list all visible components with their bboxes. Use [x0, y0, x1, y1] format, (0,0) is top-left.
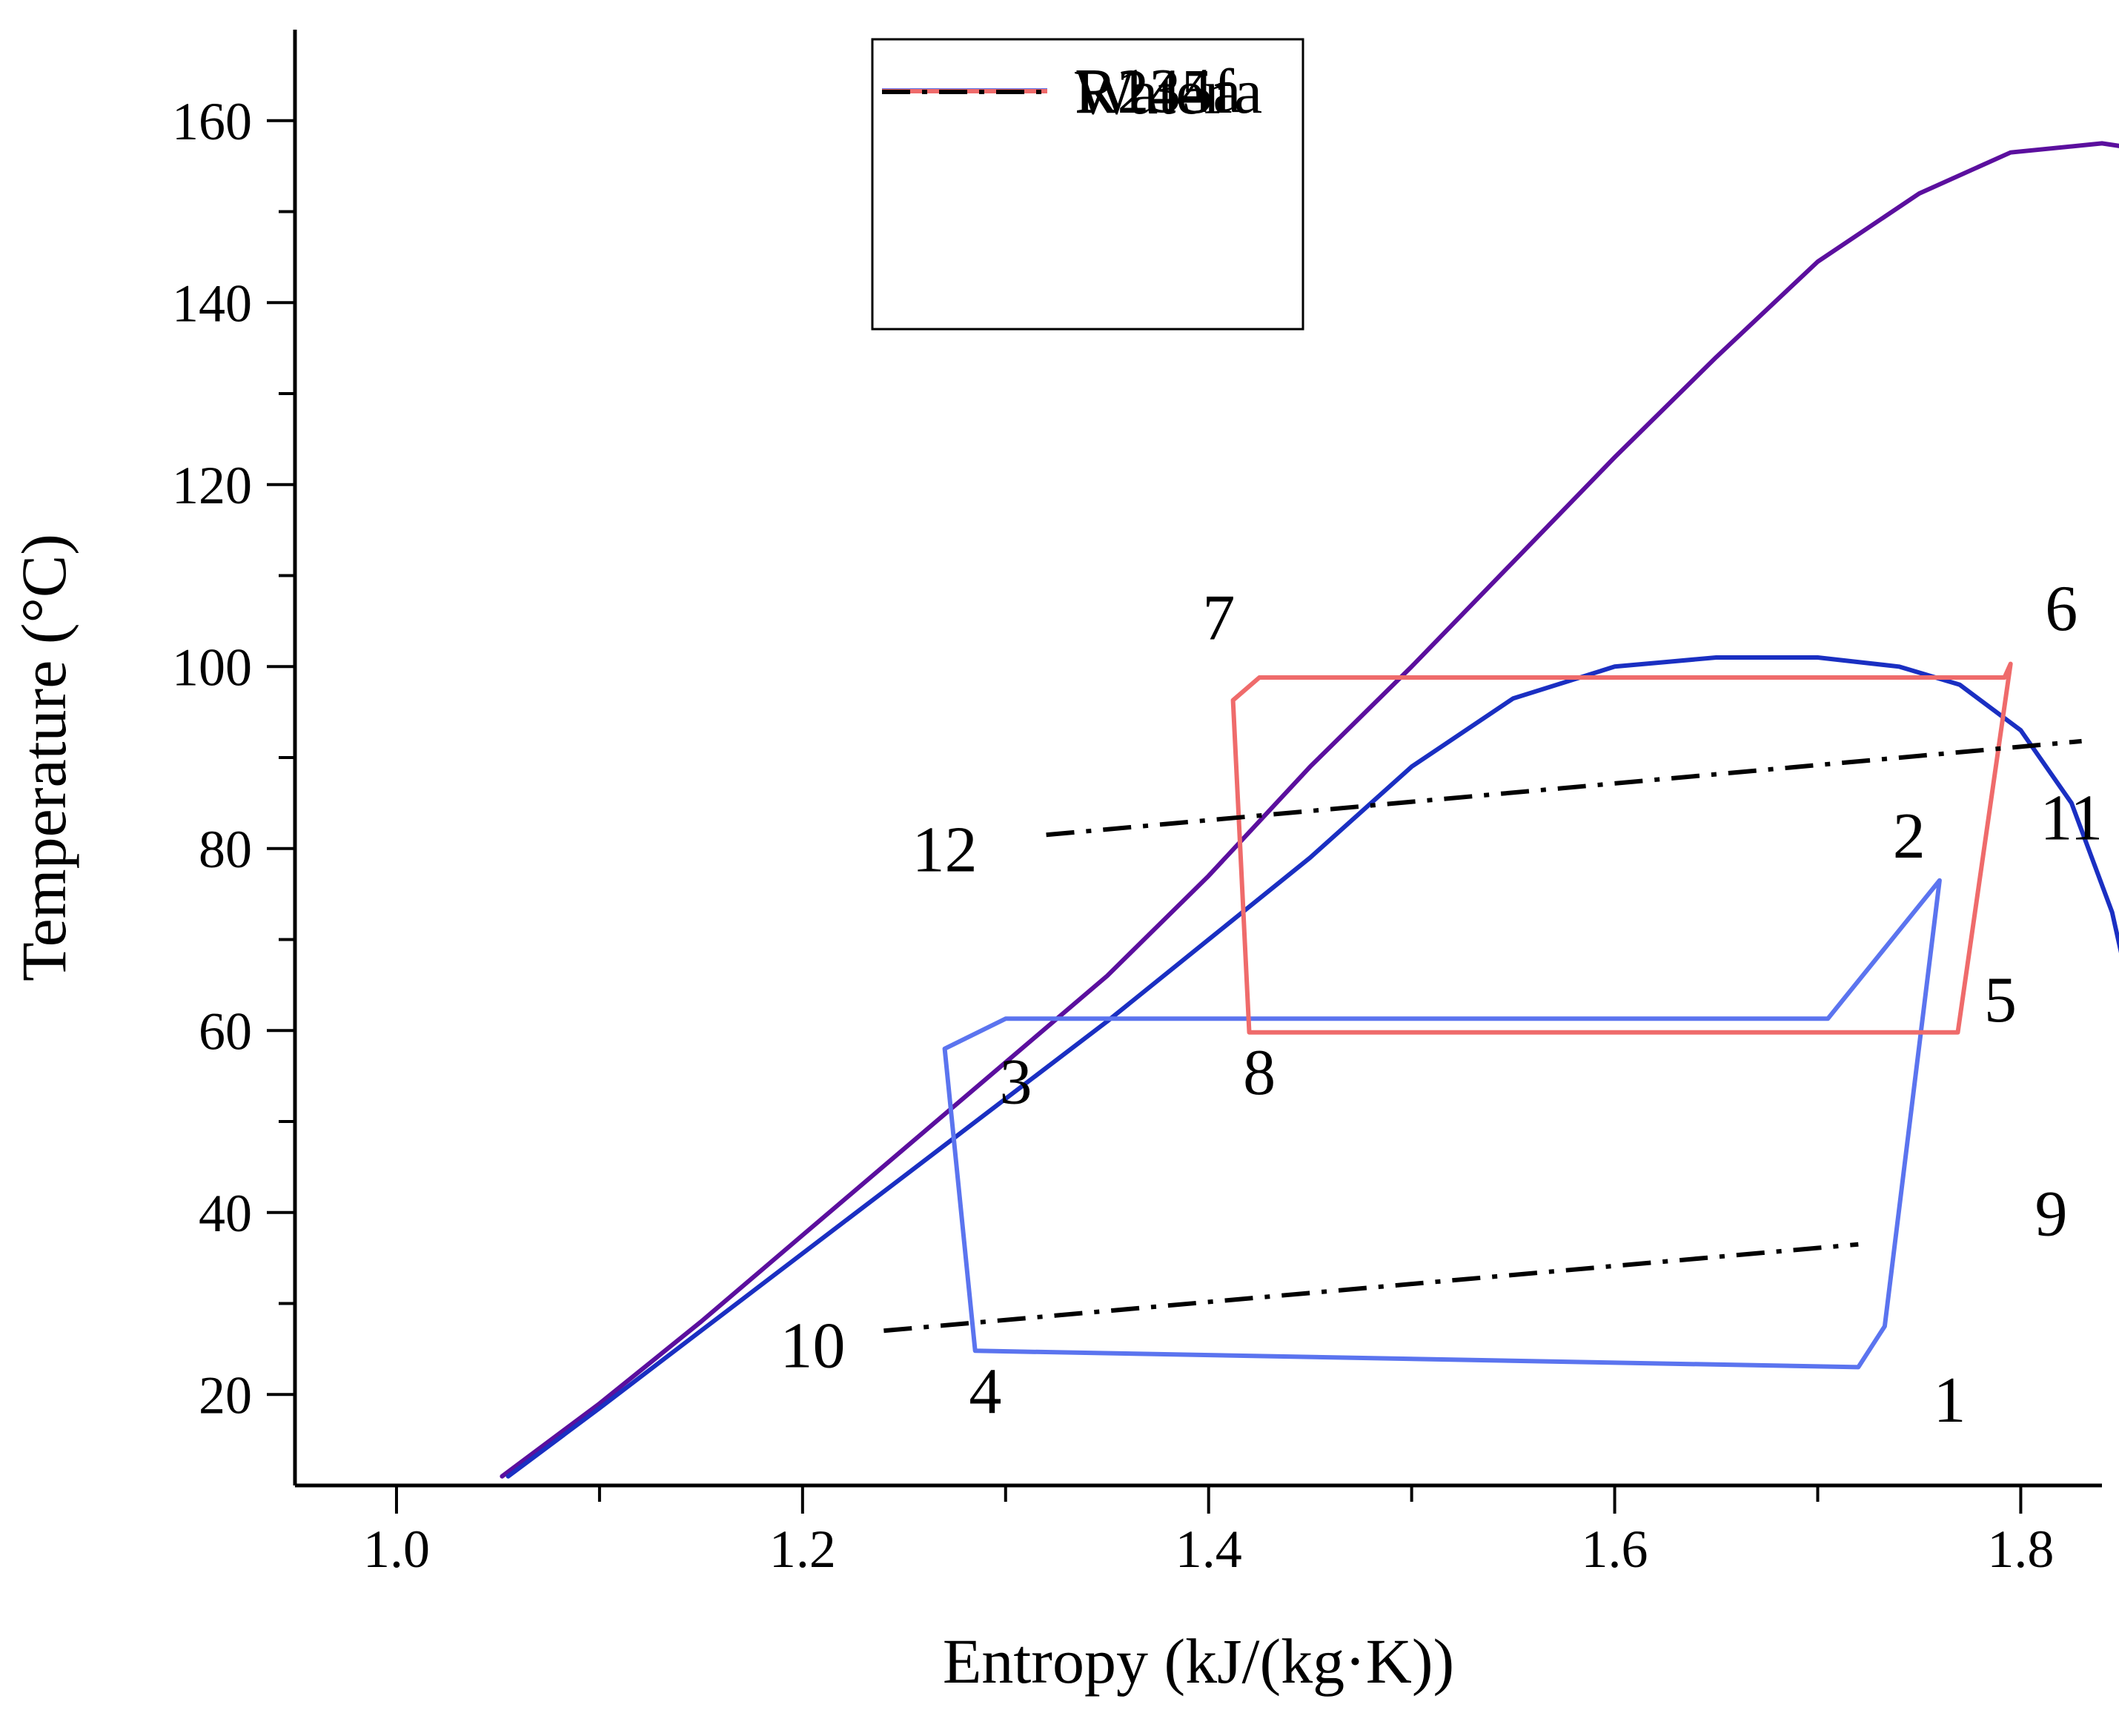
y-tick-label: 160 — [172, 92, 252, 151]
x-axis-title: Entropy (kJ/(kg·K)) — [943, 1626, 1454, 1697]
plot-series — [500, 141, 2119, 1479]
y-tick-label: 80 — [199, 820, 252, 879]
state-point-label: 11 — [2040, 782, 2103, 854]
y-tick-label: 20 — [199, 1365, 252, 1425]
state-point-label: 3 — [999, 1046, 1032, 1118]
state-point-label: 8 — [1243, 1037, 1276, 1109]
state-point-label: 4 — [969, 1356, 1001, 1428]
y-tick-label: 100 — [172, 637, 252, 697]
x-tick-label: 1.0 — [363, 1520, 430, 1579]
r245fa-saturation-dome-line — [500, 141, 2119, 1479]
water-line — [883, 1242, 1859, 1334]
state-point-label: 2 — [1893, 801, 1926, 872]
legend-box — [871, 38, 1304, 331]
r134a-line — [942, 878, 1942, 1370]
x-tick-label: 1.4 — [1175, 1520, 1242, 1579]
state-point-label: 7 — [1202, 582, 1235, 654]
y-axis-title: Temperature (°C) — [8, 534, 79, 981]
r245fa-line — [1230, 661, 2013, 1035]
x-tick-label: 1.6 — [1582, 1520, 1648, 1579]
state-point-label: 12 — [912, 814, 978, 886]
x-tick-label: 1.2 — [769, 1520, 836, 1579]
state-point-label: 9 — [2035, 1178, 2068, 1250]
y-tick-label: 40 — [199, 1184, 252, 1243]
y-tick-label: 140 — [172, 274, 252, 333]
y-tick-label: 60 — [199, 1001, 252, 1061]
tick-marks — [267, 119, 2023, 1514]
r134a-saturation-dome-line — [505, 655, 2119, 1479]
state-point-label: 5 — [1984, 964, 2017, 1036]
state-point-label: 6 — [2045, 573, 2077, 645]
legend-r134a-label: R134a — [1075, 55, 1241, 126]
x-tick-label: 1.8 — [1987, 1520, 2054, 1579]
y-tick-label: 120 — [172, 456, 252, 515]
legend-water-label: Water — [1075, 56, 1225, 127]
state-point-label: 1 — [1934, 1365, 1966, 1437]
state-point-label: 10 — [780, 1310, 846, 1382]
legend-r245fa-label: R245fa — [1075, 56, 1262, 127]
water-line — [1046, 738, 2082, 838]
tick-labels: 1.0 1.2 1.4 1.6 1.8 20 40 60 80 100 120 140 160 — [172, 92, 2054, 1579]
